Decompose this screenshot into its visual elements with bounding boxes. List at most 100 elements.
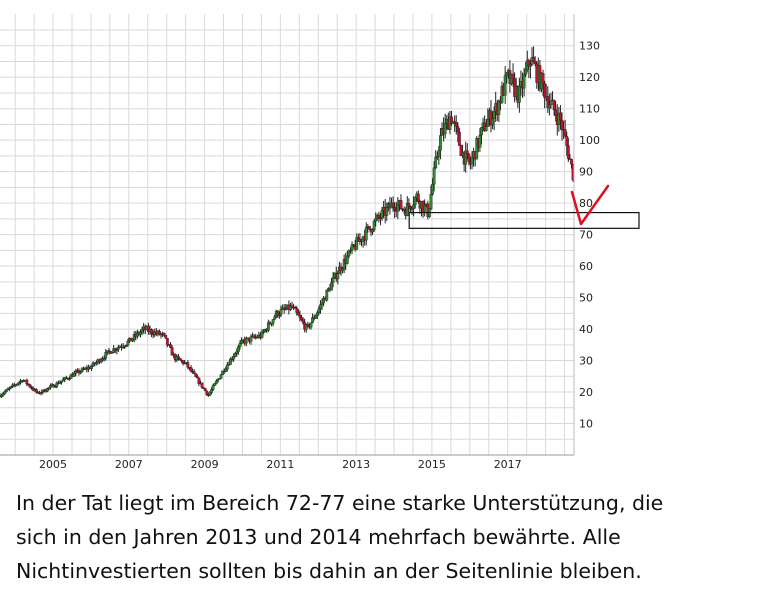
candle-body — [170, 347, 174, 356]
caption-line-2: sich in den Jahren 2013 und 2014 mehrfac… — [16, 525, 621, 549]
candle-body — [165, 337, 169, 345]
candle-body — [273, 316, 277, 320]
candle-body — [235, 351, 239, 354]
candle-body — [432, 167, 436, 185]
candle-body — [3, 391, 7, 394]
caption-line-3: Nichtinvestierten sollten bis dahin an d… — [16, 559, 642, 583]
candle-body — [552, 99, 556, 111]
candle-body — [443, 123, 447, 135]
candle-body — [541, 73, 545, 84]
candle-body — [58, 382, 62, 385]
y-tick-label: 110 — [579, 103, 600, 116]
x-tick-label: 2015 — [418, 458, 446, 470]
x-tick-label: 2013 — [342, 458, 370, 470]
candle-body — [484, 126, 488, 131]
candle-body — [238, 343, 242, 347]
candle-body — [319, 304, 322, 310]
y-tick-label: 90 — [579, 166, 593, 179]
candle-body — [229, 358, 232, 365]
annotations — [408, 184, 640, 229]
candle-body — [232, 356, 236, 360]
candle-body — [522, 74, 526, 89]
candle-body — [454, 122, 458, 127]
candle-body — [236, 346, 240, 352]
candle-body — [1, 393, 5, 396]
candle-body — [457, 131, 461, 146]
candle-body — [345, 255, 349, 264]
candle-body — [450, 116, 453, 124]
candle-body — [465, 150, 469, 155]
checkmark-annotation — [570, 184, 610, 226]
candle-body — [533, 61, 537, 65]
candle-body — [480, 127, 483, 136]
candle-body — [162, 332, 166, 336]
candle-body — [200, 382, 204, 388]
candle-body — [219, 374, 223, 379]
candle-body — [503, 75, 507, 96]
candle-body — [532, 57, 535, 62]
candle-body — [413, 197, 417, 206]
candle-body — [566, 145, 570, 159]
candle-body — [74, 371, 78, 374]
candle-body — [478, 134, 482, 148]
candle-body — [402, 208, 406, 211]
candle-body — [176, 356, 180, 359]
candle-body — [372, 220, 376, 231]
candle-body — [150, 329, 153, 334]
candle-body — [214, 380, 218, 384]
x-tick-label: 2009 — [191, 458, 219, 470]
candle-body — [434, 156, 438, 169]
candle-body — [79, 371, 82, 374]
candle-body — [55, 382, 59, 387]
y-tick-label: 40 — [579, 323, 593, 336]
candle-body — [423, 205, 427, 212]
candle-body — [325, 289, 329, 301]
candle-body — [94, 362, 98, 365]
y-tick-label: 120 — [579, 71, 600, 84]
candle-body — [99, 359, 103, 363]
candle-body — [330, 282, 333, 291]
candle-body — [192, 371, 196, 374]
candle-body — [320, 302, 324, 305]
candle-body — [352, 244, 356, 247]
candle-body — [505, 72, 509, 76]
y-tick-label: 80 — [579, 197, 593, 210]
candle-body — [467, 153, 471, 163]
candle-body — [429, 194, 433, 209]
candle-body — [225, 364, 229, 370]
candle-body — [260, 331, 264, 338]
candle-body — [131, 338, 135, 342]
y-tick-label: 100 — [579, 134, 600, 147]
candle-body — [364, 227, 368, 241]
candle-body — [314, 315, 318, 319]
candle-body — [559, 112, 562, 121]
candle-body — [169, 344, 172, 348]
candle-body — [203, 388, 207, 392]
y-tick-label: 10 — [579, 418, 593, 431]
candle-body — [543, 83, 547, 98]
candle-body — [377, 214, 381, 218]
candle-body — [164, 335, 168, 339]
candle-body — [563, 129, 567, 137]
support-zone-box — [408, 211, 640, 229]
candle-body — [331, 277, 335, 283]
candle-body — [492, 111, 496, 119]
candle-body — [371, 229, 374, 233]
candle-body — [412, 204, 416, 209]
candle-body — [439, 135, 442, 151]
y-tick-label: 130 — [579, 40, 600, 53]
candle-body — [116, 347, 120, 350]
candle-body — [524, 69, 528, 75]
grid — [0, 14, 574, 455]
candle-body — [210, 389, 213, 393]
candle-body — [391, 202, 395, 208]
candle-body — [497, 100, 501, 116]
candle-body — [186, 362, 190, 368]
candle-body — [341, 268, 344, 272]
candle-body — [399, 200, 403, 210]
candle-body — [431, 183, 434, 195]
candle-body — [368, 225, 371, 230]
candle-body — [60, 380, 63, 383]
candle-body — [416, 193, 420, 202]
candle-body — [140, 329, 144, 333]
